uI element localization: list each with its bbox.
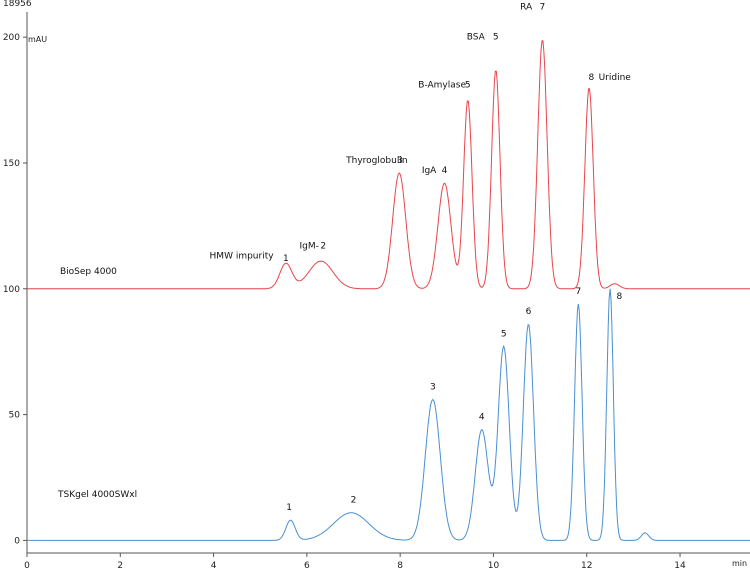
peak-annotation-0-0: HMW impurity	[210, 252, 275, 262]
x-tick-label-6: 12	[581, 561, 592, 570]
peak-annotation-0-7: 4	[442, 166, 448, 176]
x-tick-label-1: 2	[117, 561, 123, 570]
peak-annotation-1-5: 6	[526, 307, 532, 317]
peak-annotation-0-3: 2	[320, 242, 326, 252]
x-tick-label-0: 0	[24, 561, 30, 570]
peak-annotation-0-4: Thyroglobulin	[345, 156, 407, 166]
x-tick-label-3: 6	[304, 561, 310, 570]
peak-annotation-0-8: B-Amylase	[418, 80, 466, 90]
y-tick-label-3: 150	[3, 159, 20, 169]
peak-annotation-1-7: 8	[617, 292, 623, 302]
x-axis-unit: min	[732, 559, 747, 568]
peak-annotation-0-2: IgM-	[300, 242, 319, 252]
peak-annotation-0-13: 7	[540, 2, 546, 12]
peak-annotation-0-9: 5	[465, 80, 471, 90]
x-tick-label-5: 10	[488, 561, 500, 570]
peak-annotation-0-1: 1	[283, 254, 289, 264]
peak-annotation-0-14: 8	[589, 73, 595, 83]
x-tick-label-7: 14	[674, 561, 686, 570]
peak-annotation-1-4: 5	[501, 330, 507, 340]
chart-id-label: 18956	[3, 0, 32, 9]
peak-annotation-1-3: 4	[479, 413, 485, 423]
peak-annotation-0-15: Uridine	[599, 73, 632, 83]
trace-label-tskgel: TSKgel 4000SWxl	[57, 490, 137, 500]
series-line-0	[27, 40, 750, 290]
series-line-1	[27, 288, 750, 541]
y-tick-label-0: 0	[14, 536, 20, 546]
peak-annotation-0-6: IgA	[422, 166, 437, 176]
x-tick-label-2: 4	[211, 561, 217, 570]
peak-annotation-0-11: 5	[493, 33, 499, 43]
y-axis-unit: mAU	[28, 35, 47, 44]
peak-annotation-1-1: 2	[351, 496, 357, 506]
peak-annotation-1-0: 1	[286, 503, 292, 513]
peak-annotation-0-10: BSA	[467, 33, 486, 43]
peak-annotation-0-5: 3	[397, 156, 403, 166]
peak-annotation-0-12: RA	[520, 2, 533, 12]
trace-label-biosep: BioSep 4000	[60, 267, 117, 277]
peak-annotation-1-6: 7	[575, 287, 581, 297]
y-tick-label-4: 200	[3, 33, 20, 43]
series-layer	[27, 40, 750, 541]
y-tick-label-2: 100	[3, 285, 20, 295]
peak-annotation-1-2: 3	[430, 382, 436, 392]
y-tick-label-1: 50	[9, 411, 21, 421]
x-tick-label-4: 8	[397, 561, 403, 570]
